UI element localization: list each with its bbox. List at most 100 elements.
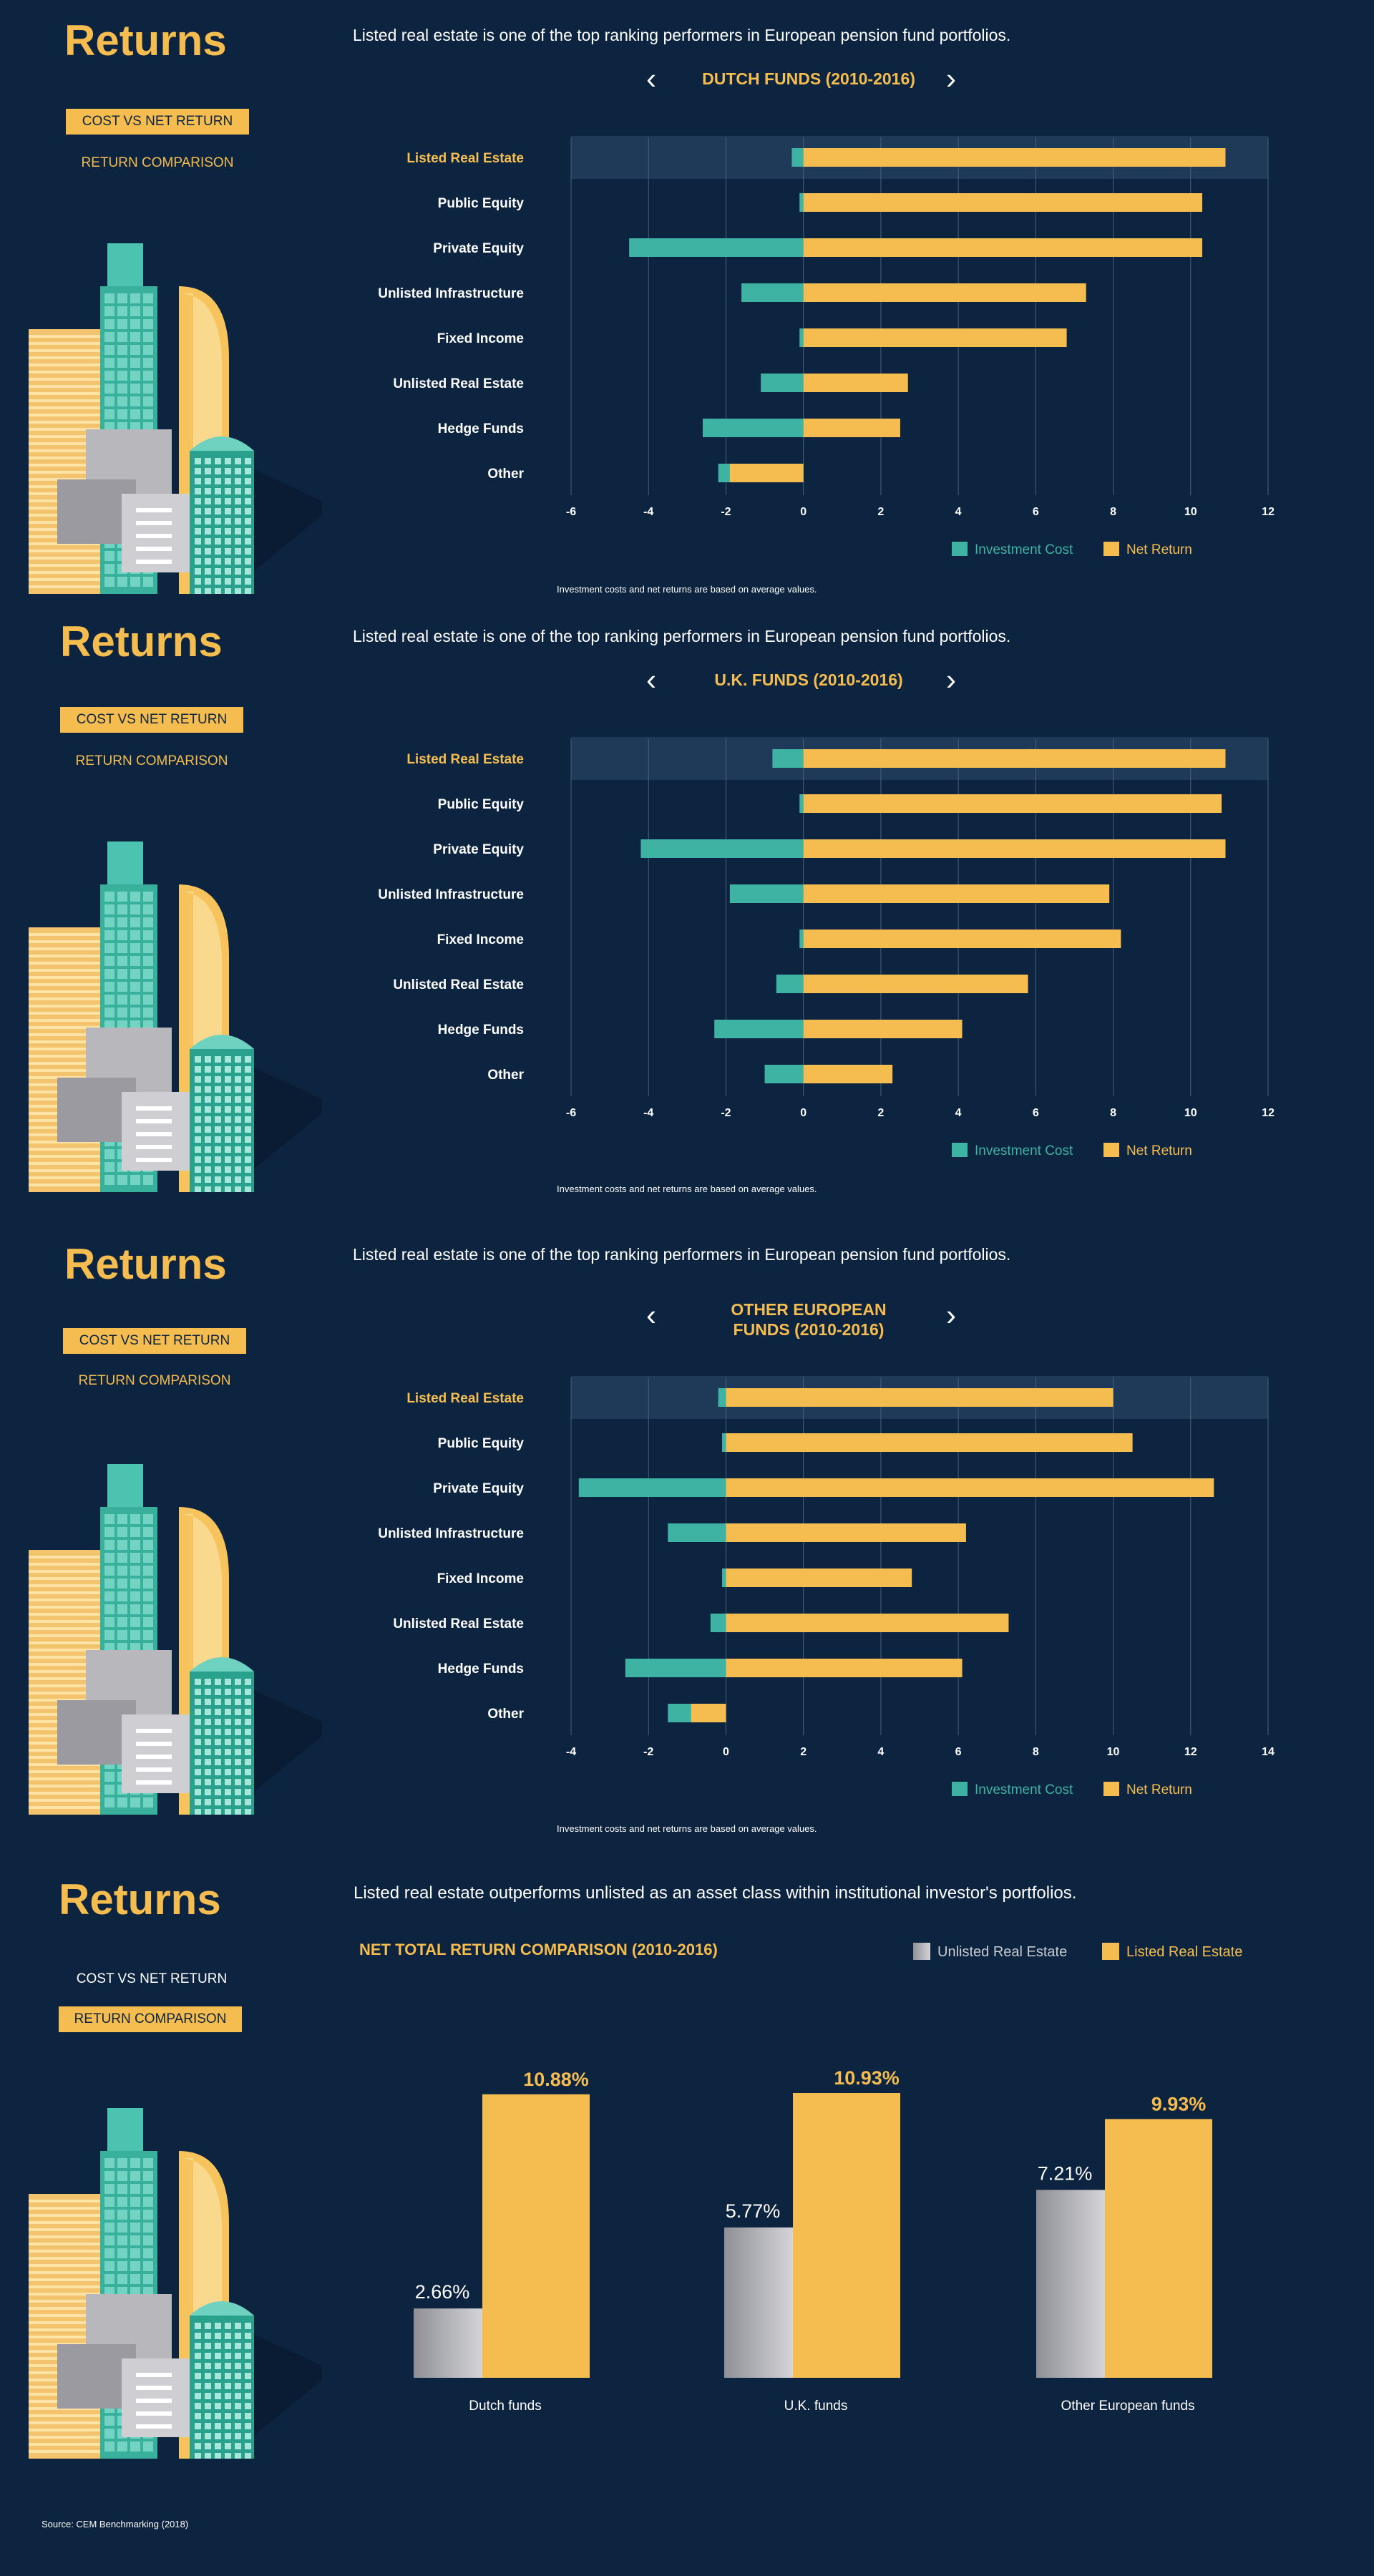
bar-unlisted-real-estate [414, 2308, 482, 2378]
building-window-stripe [29, 571, 114, 574]
building-window [215, 1769, 221, 1775]
building-window [195, 2373, 201, 2379]
building-window [215, 1126, 221, 1133]
building-window-stripe [29, 1806, 114, 1809]
building-window [235, 1679, 241, 1685]
building-window [195, 1146, 201, 1153]
chevron-right-icon[interactable]: › [946, 62, 956, 95]
building-window [130, 904, 140, 914]
building-window [205, 1126, 211, 1133]
building-window-stripe [29, 414, 114, 416]
building-window [215, 2413, 221, 2419]
building-window [205, 478, 211, 484]
building-window [235, 478, 241, 484]
building-window [195, 1106, 201, 1113]
building-window [205, 2333, 211, 2339]
section-other-european: Returns Listed real estate is one of the… [0, 1202, 1374, 1846]
building-window [117, 995, 127, 1005]
building-window-stripe [29, 342, 114, 345]
building-window [195, 478, 201, 484]
building-window [215, 1106, 221, 1113]
legend-label-investment-cost: Investment Cost [975, 1782, 1073, 1797]
building-window [205, 1809, 211, 1815]
chevron-right-icon[interactable]: › [946, 663, 956, 696]
building-window-stripe [29, 2293, 114, 2296]
category-label: Fixed Income [437, 1571, 524, 1586]
bar-listed-real-estate [1105, 2119, 1212, 2378]
building-window [117, 1579, 127, 1589]
building-window-stripe [29, 2443, 114, 2446]
x-tick-label: 2 [877, 506, 884, 518]
building-window-stripe [29, 1176, 114, 1179]
building-window [130, 371, 140, 381]
building-window [143, 2235, 153, 2245]
building-window [205, 2343, 211, 2349]
building-window-stripe [29, 1627, 114, 1630]
building-window [195, 1096, 201, 1103]
building-window [205, 1066, 211, 1073]
building-window [205, 1779, 211, 1785]
building-window [235, 2433, 241, 2439]
x-tick-label: -2 [721, 506, 731, 518]
building-window [205, 1679, 211, 1685]
x-tick-label: 8 [1110, 506, 1116, 518]
building-window-stripe [29, 449, 114, 452]
tab-return-comparison[interactable]: RETURN COMPARISON [78, 1373, 231, 1388]
building-window [205, 2403, 211, 2409]
building-window [245, 2353, 251, 2359]
building-window [130, 396, 140, 406]
chevron-left-icon[interactable]: ‹ [646, 663, 656, 696]
building-window-stripe [29, 1062, 114, 1065]
tab-cost-vs-net-return[interactable]: COST VS NET RETURN [63, 1328, 246, 1354]
tab-cost-vs-net-return[interactable]: COST VS NET RETURN [76, 1971, 228, 1986]
building-window [104, 1579, 114, 1589]
building-window [143, 306, 153, 316]
tab-cost-vs-net-return[interactable]: COST VS NET RETURN [66, 109, 249, 135]
x-tick-label: -4 [643, 506, 653, 518]
chevron-left-icon[interactable]: ‹ [646, 62, 656, 95]
building-window [215, 1729, 221, 1735]
building-window [143, 1797, 153, 1807]
building-window-stripe [29, 2429, 114, 2431]
building-window [104, 551, 114, 561]
building-window [245, 548, 251, 555]
building-window [143, 409, 153, 419]
building-window [215, 1176, 221, 1183]
building-window-stripe [29, 2328, 114, 2331]
building-window [195, 578, 201, 585]
building-window [245, 1749, 251, 1755]
building-window [205, 1709, 211, 1715]
building-window [215, 1166, 221, 1173]
building-window [215, 508, 221, 514]
tab-return-comparison[interactable]: RETURN COMPARISON [75, 753, 228, 769]
category-label: Unlisted Real Estate [393, 1616, 524, 1631]
chevron-left-icon[interactable]: ‹ [646, 1298, 656, 1332]
chart-note: Investment costs and net returns are bas… [557, 1184, 817, 1194]
building-window-stripe [29, 2200, 114, 2202]
building-window [130, 319, 140, 329]
building-window [117, 1008, 127, 1018]
category-label: Public Equity [438, 1436, 525, 1451]
data-label-listed: 10.88% [523, 2069, 589, 2090]
building-window [245, 2333, 251, 2339]
building-window-stripe [29, 1155, 114, 1158]
building-window [195, 1066, 201, 1073]
building-window [225, 1076, 231, 1083]
building-gray-front [122, 1714, 200, 1793]
building-window [195, 2403, 201, 2409]
tab-return-comparison[interactable]: RETURN COMPARISON [59, 2006, 242, 2032]
building-window [136, 1132, 172, 1136]
building-window [215, 1116, 221, 1123]
building-window [205, 1769, 211, 1775]
building-window [225, 1056, 231, 1063]
tab-cost-vs-net-return[interactable]: COST VS NET RETURN [60, 707, 243, 733]
building-window [117, 319, 127, 329]
building-window [245, 2423, 251, 2429]
x-tick-label: 4 [877, 1746, 884, 1758]
building-window-stripe [29, 1792, 114, 1795]
bar-investment-cost [722, 1433, 726, 1452]
chevron-right-icon[interactable]: › [946, 1298, 956, 1332]
tab-return-comparison[interactable]: RETURN COMPARISON [81, 155, 234, 170]
x-tick-label: 2 [800, 1746, 807, 1758]
building-window [130, 409, 140, 419]
